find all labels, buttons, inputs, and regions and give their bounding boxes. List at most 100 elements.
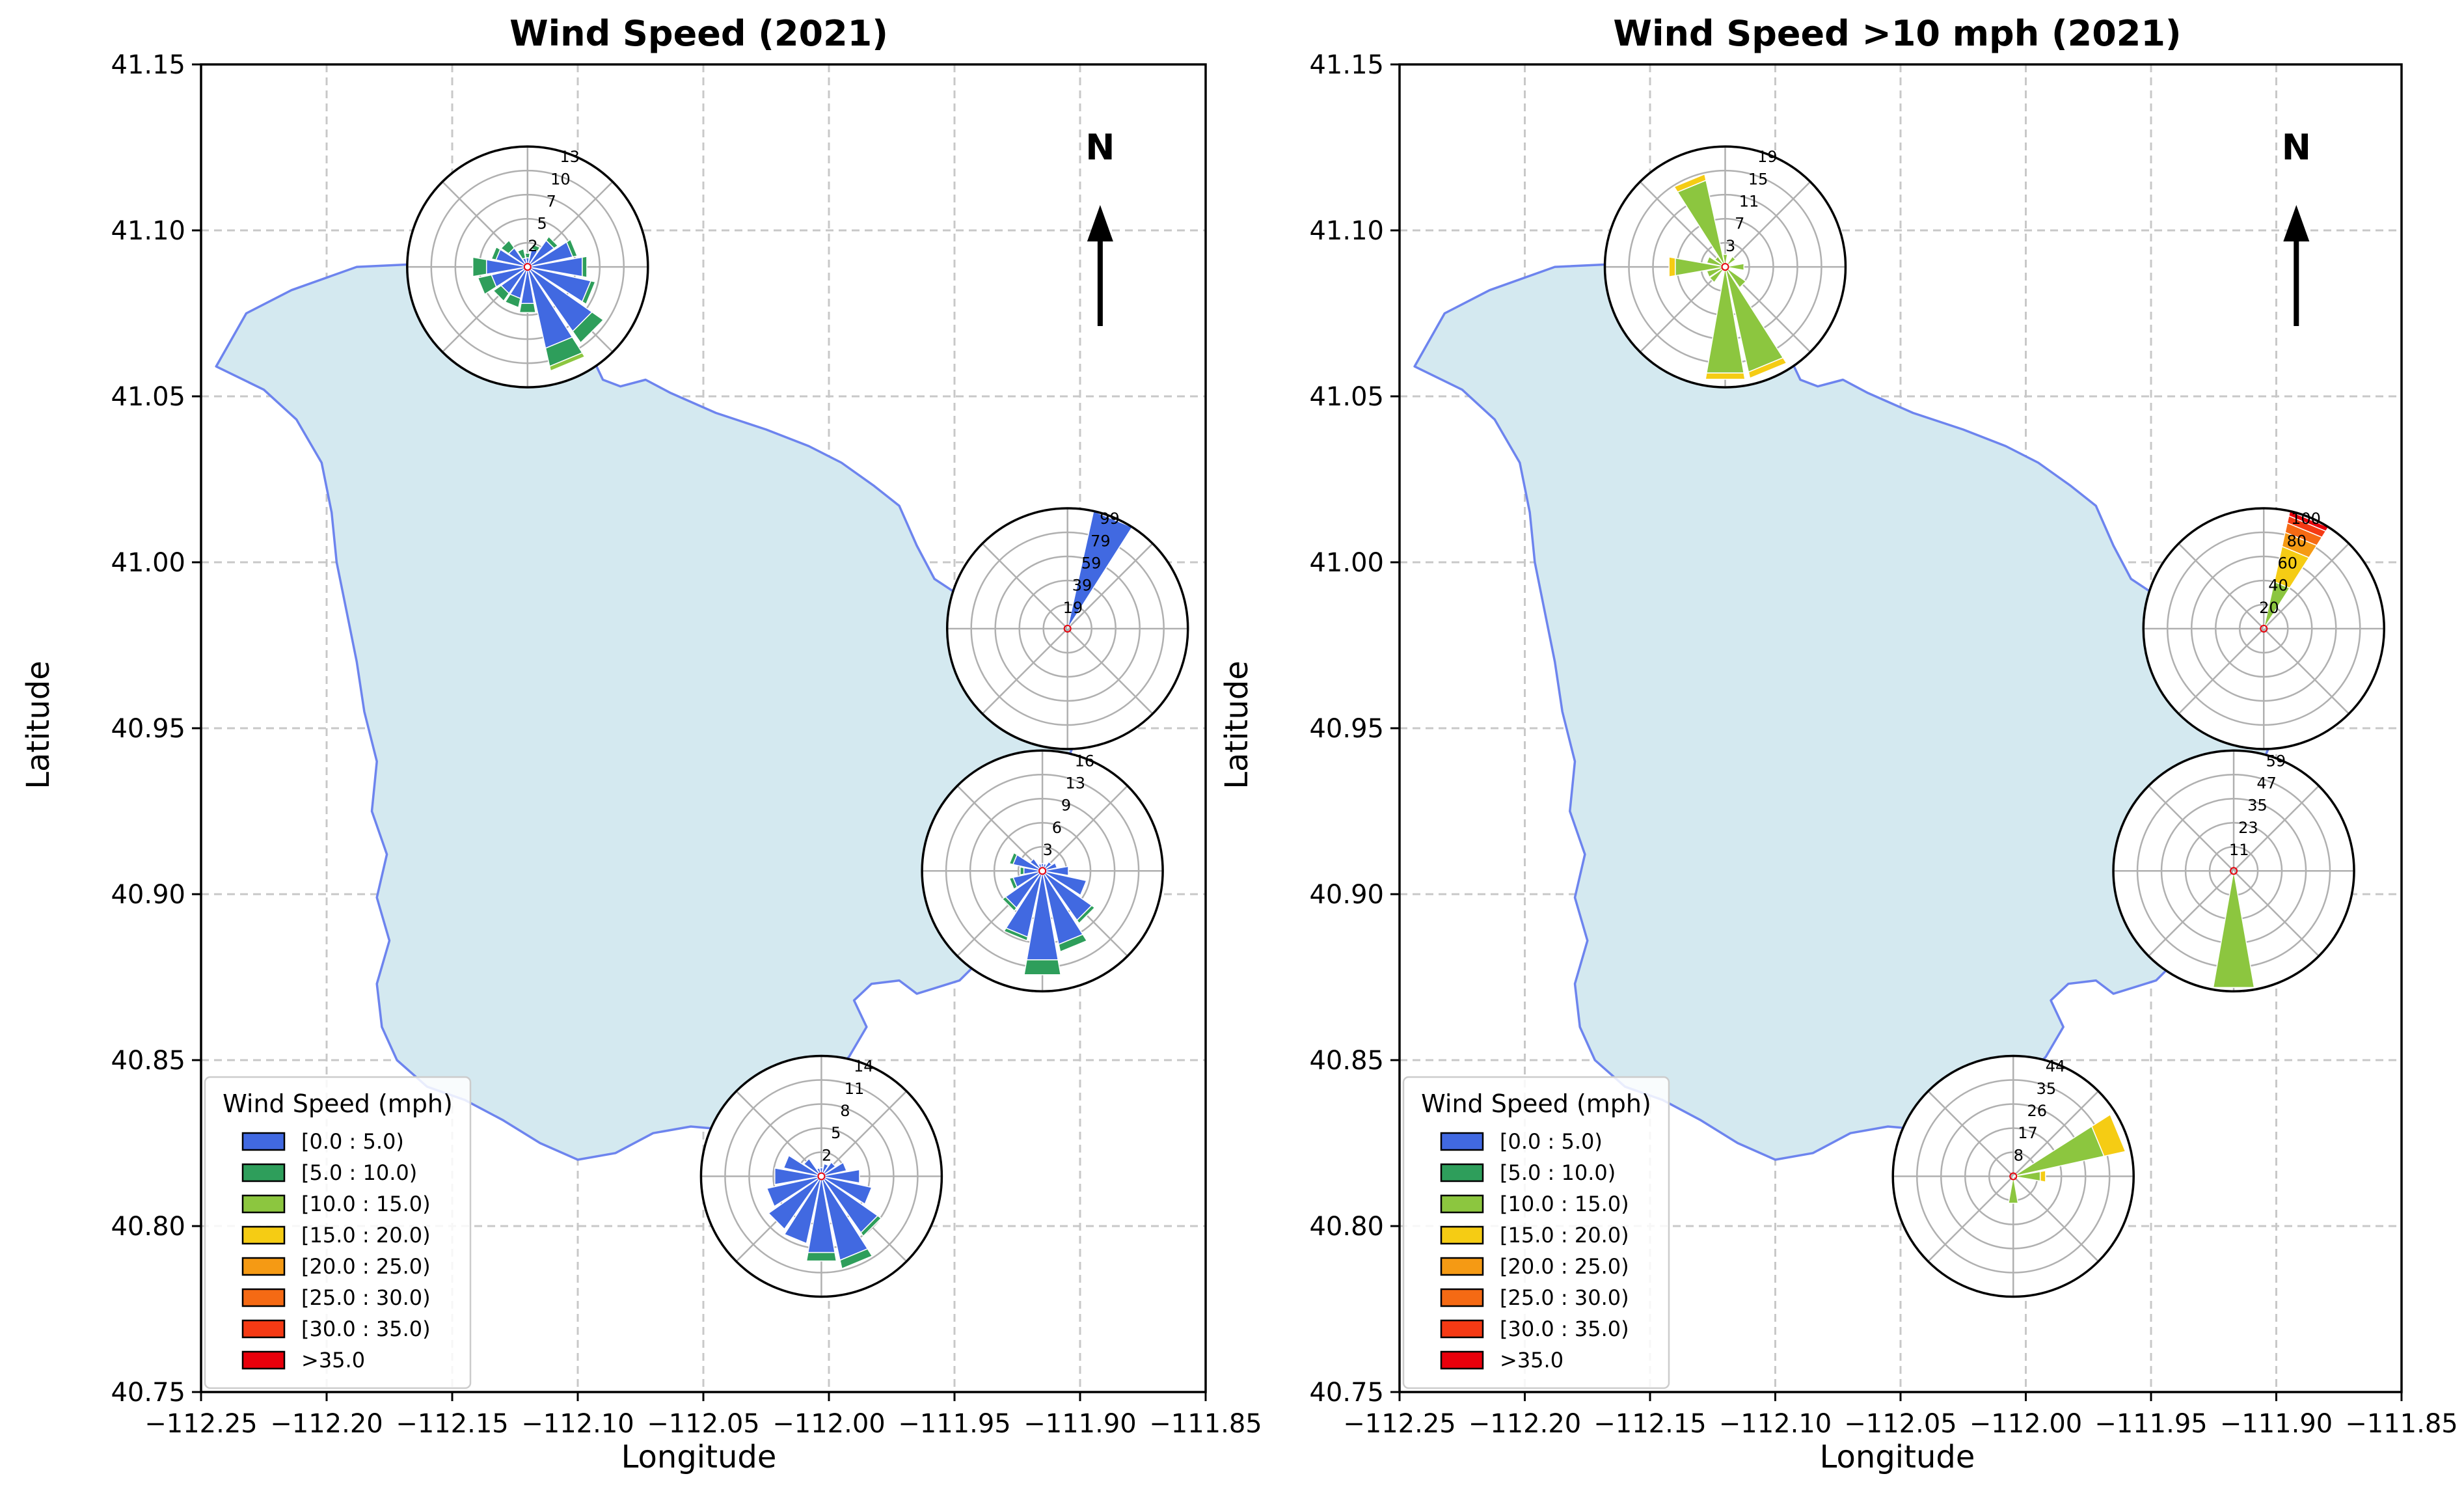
rose-spoke xyxy=(2178,543,2265,629)
rose-spoke xyxy=(2178,628,2265,715)
rose-ring-label: 79 xyxy=(1090,532,1111,550)
rose-ring-label: 60 xyxy=(2277,554,2297,572)
legend-label: >35.0 xyxy=(1500,1348,1564,1373)
rose-wedge xyxy=(517,248,526,260)
x-tick-label: −111.90 xyxy=(1023,1409,1136,1439)
legend-label: [20.0 : 25.0) xyxy=(1500,1254,1629,1279)
rose-ring-label: 19 xyxy=(1063,599,1083,617)
legend-label: [15.0 : 20.0) xyxy=(301,1223,431,1248)
legend-title: Wind Speed (mph) xyxy=(223,1089,453,1118)
rose-wedge xyxy=(2008,1176,2019,1204)
rose-ring-label: 35 xyxy=(2037,1080,2057,1098)
x-tick-label: −112.10 xyxy=(521,1409,634,1439)
rose-wedge xyxy=(491,246,501,261)
rose-wedge xyxy=(803,1158,822,1177)
legend-swatch xyxy=(1440,1288,1484,1307)
x-tick-label: −112.10 xyxy=(1719,1409,1832,1439)
rose-spoke xyxy=(2148,785,2234,872)
y-tick-label: 41.15 xyxy=(1309,50,1384,80)
rose-wedge xyxy=(581,280,597,305)
y-tick-label: 41.15 xyxy=(111,50,185,80)
rose-wedge xyxy=(582,256,588,279)
x-tick-label: −111.85 xyxy=(2345,1409,2457,1439)
x-tick-label: −111.90 xyxy=(2220,1409,2333,1439)
rose-wedge xyxy=(565,238,578,258)
north-arrow-head xyxy=(2283,205,2310,241)
north-arrow-head xyxy=(1087,205,1113,241)
rose-center-marker xyxy=(1063,625,1072,633)
rose-outer-ring xyxy=(921,749,1164,993)
rose-ring-label: 11 xyxy=(1739,193,1759,211)
rose-ring-label: 23 xyxy=(2238,819,2258,837)
y-tick-label: 40.80 xyxy=(111,1212,185,1242)
panel-wind-speed: Wind Speed (2021) Longitude Latitude −11… xyxy=(20,13,1262,1475)
y-tick-label: 41.05 xyxy=(1309,382,1384,412)
y-tick-label: 40.95 xyxy=(1309,714,1384,744)
rose-wedge xyxy=(2212,871,2255,989)
legend-label: [25.0 : 30.0) xyxy=(301,1285,431,1310)
y-tick-label: 40.85 xyxy=(1309,1046,1384,1076)
rose-outer-ring xyxy=(406,145,649,389)
rose-wedge xyxy=(1668,256,1676,278)
rose-ring-label: 35 xyxy=(2247,797,2268,815)
rose-wedge xyxy=(493,284,510,302)
rose-ring-label: 9 xyxy=(1061,797,1071,815)
rose-spoke xyxy=(2012,1175,2099,1263)
rose-spoke xyxy=(2263,543,2349,629)
rose-wedge xyxy=(774,1168,822,1185)
y-tick-label: 40.85 xyxy=(111,1046,185,1076)
rose-ring-label: 39 xyxy=(1072,577,1092,595)
legend-label: [30.0 : 35.0) xyxy=(301,1317,431,1341)
x-tick-label: −112.25 xyxy=(144,1409,257,1439)
rose-spoke xyxy=(982,543,1068,629)
rose-wedge xyxy=(500,239,515,254)
x-tick-label: −112.15 xyxy=(1593,1409,1706,1439)
x-tick-label: −112.25 xyxy=(1343,1409,1455,1439)
x-tick-label: −111.95 xyxy=(898,1409,1010,1439)
rose-wedge xyxy=(1042,866,1069,877)
legend-swatch xyxy=(241,1288,286,1307)
rose-spoke xyxy=(2233,870,2320,957)
rose-ring-label: 6 xyxy=(1052,819,1062,837)
legend-swatch xyxy=(1440,1225,1484,1245)
x-tick-label: −112.05 xyxy=(1844,1409,1956,1439)
x-tick-label: −112.15 xyxy=(396,1409,508,1439)
rose-wedge xyxy=(821,1169,860,1184)
rose-spoke xyxy=(820,1090,908,1177)
rose-center-marker xyxy=(1038,867,1047,875)
x-tick-label: −112.20 xyxy=(270,1409,383,1439)
rose-wedge xyxy=(1009,877,1018,890)
x-axis-label: Longitude xyxy=(621,1439,777,1475)
rose-wedge xyxy=(1724,266,1747,289)
rose-center-marker xyxy=(2260,625,2268,633)
rose-ring-label: 5 xyxy=(537,215,547,233)
rose-wedge xyxy=(860,1215,882,1237)
rose-ring-label: 11 xyxy=(2229,841,2249,859)
rose-outer-ring xyxy=(2142,507,2385,750)
y-tick-label: 40.80 xyxy=(1309,1212,1384,1242)
rose-spoke xyxy=(1066,628,1154,715)
legend-label: [0.0 : 5.0) xyxy=(301,1129,404,1154)
rose-wedge xyxy=(839,1248,873,1270)
rose-ring-label: 2 xyxy=(822,1146,832,1164)
rose-wedge xyxy=(1042,870,1087,896)
legend-label: [0.0 : 5.0) xyxy=(1500,1129,1603,1154)
y-axis-label: Latitude xyxy=(20,661,57,789)
rose-ring-label: 59 xyxy=(1081,554,1102,572)
legend-swatch xyxy=(241,1319,286,1339)
legend-swatch xyxy=(241,1257,286,1276)
rose-wedge xyxy=(2091,1113,2126,1157)
rose-spoke xyxy=(2233,785,2320,872)
rose-wedge xyxy=(1003,927,1029,942)
legend-swatch xyxy=(241,1350,286,1370)
rose-outer-ring xyxy=(699,1054,943,1298)
rose-ring-label: 40 xyxy=(2268,577,2288,595)
rose-wedge xyxy=(820,1162,848,1177)
rose-wedge xyxy=(1076,905,1096,924)
legend-label: [5.0 : 10.0) xyxy=(301,1160,417,1185)
x-axis-label: Longitude xyxy=(1820,1439,1975,1475)
